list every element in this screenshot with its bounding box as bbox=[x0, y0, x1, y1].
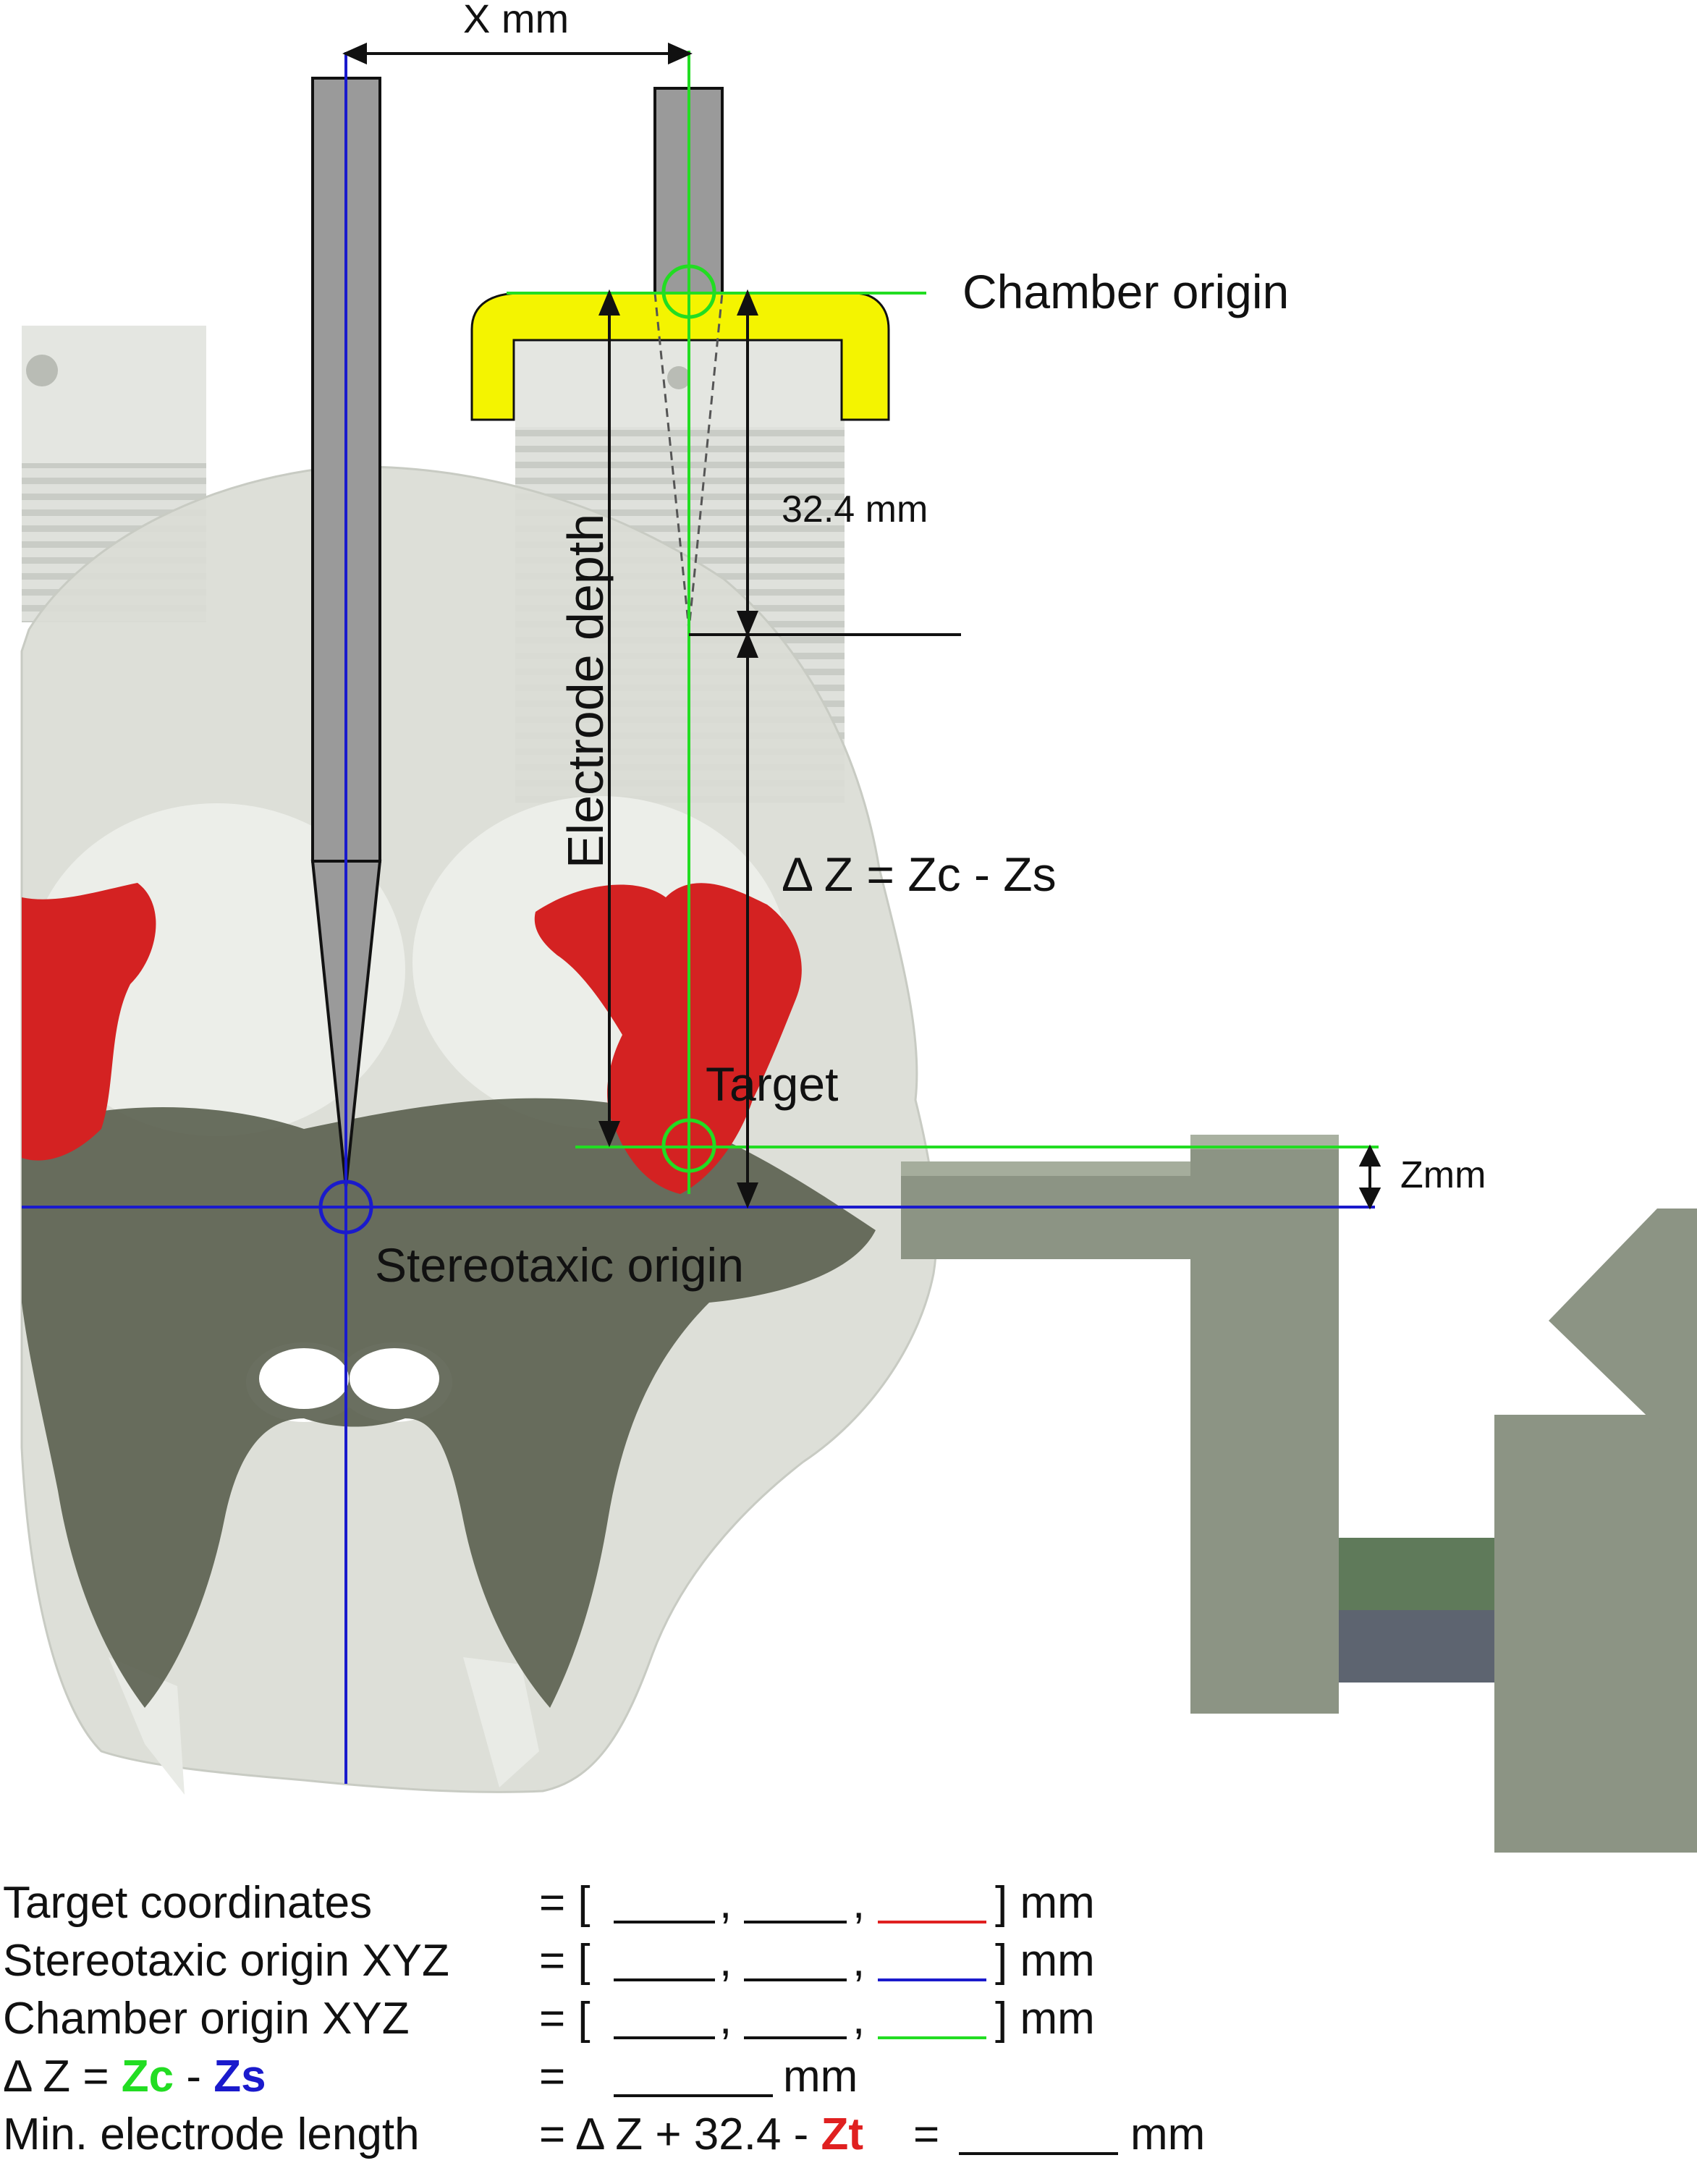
comma: , bbox=[719, 1878, 732, 1928]
z-blank[interactable] bbox=[878, 1921, 986, 1923]
equals-sign: = bbox=[539, 2052, 566, 2102]
row-prefix: = [ bbox=[539, 1878, 591, 1928]
x-blank[interactable] bbox=[614, 2036, 715, 2039]
row-suffix: ] mm bbox=[995, 1878, 1095, 1928]
zt-term: Zt bbox=[821, 2109, 864, 2159]
stereotaxic-diagram: X mm Chamber origin 32.4 mm Electrode de… bbox=[20, 0, 1697, 1853]
stereotaxic-origin-marker bbox=[318, 1180, 373, 1235]
zs-term: Zs bbox=[213, 2052, 266, 2102]
coordinate-worksheet: Target coordinates = [ , , ] mm Stereota… bbox=[0, 1874, 1697, 2184]
row-prefix: = [ bbox=[539, 1936, 591, 1986]
skull bbox=[20, 465, 938, 1795]
row-prefix: = [ bbox=[539, 1994, 591, 2044]
comma: , bbox=[852, 1994, 866, 2044]
delta-z-label: Δ Z = Zc - Zs bbox=[782, 847, 1057, 901]
unit: mm bbox=[783, 2052, 858, 2102]
delta-prefix: Δ Z = bbox=[3, 2052, 122, 2102]
z-blank[interactable] bbox=[878, 2036, 986, 2039]
delta-z-formula: Δ Z = Zc - Zs bbox=[3, 2048, 266, 2106]
z-blank[interactable] bbox=[878, 1978, 986, 1981]
y-blank[interactable] bbox=[744, 1978, 847, 1981]
stereotaxic-origin-label: Stereotaxic origin bbox=[375, 1238, 744, 1292]
offset-32-label: 32.4 mm bbox=[782, 488, 928, 530]
target-label: Target bbox=[706, 1057, 839, 1111]
dimension-arrows bbox=[342, 42, 1381, 1210]
x-blank[interactable] bbox=[614, 1921, 715, 1923]
unit: mm bbox=[1130, 2109, 1206, 2159]
length-blank[interactable] bbox=[959, 2152, 1118, 2155]
x-blank[interactable] bbox=[614, 1978, 715, 1981]
comma: , bbox=[719, 1936, 732, 1986]
row-label: Min. electrode length bbox=[3, 2109, 420, 2159]
chamber-cap bbox=[470, 292, 890, 421]
row-label: Chamber origin XYZ bbox=[3, 1994, 410, 2044]
minus-sign: - bbox=[174, 2052, 214, 2102]
delta-z-blank[interactable] bbox=[614, 2094, 773, 2097]
electrode-depth-label: Electrode depth bbox=[557, 513, 614, 869]
x-distance-label: X mm bbox=[463, 0, 570, 41]
length-formula: = Δ Z + 32.4 - Zt bbox=[539, 2106, 863, 2164]
comma: , bbox=[852, 1878, 866, 1928]
row-label: Target coordinates bbox=[3, 1878, 373, 1928]
row-label: Stereotaxic origin XYZ bbox=[3, 1936, 449, 1986]
zmm-label: Zmm bbox=[1400, 1154, 1486, 1196]
chamber-origin-marker bbox=[661, 264, 716, 319]
row-suffix: ] mm bbox=[995, 1936, 1095, 1986]
zc-term: Zc bbox=[121, 2052, 174, 2102]
comma: , bbox=[719, 1994, 732, 2044]
comma: , bbox=[852, 1936, 866, 1986]
y-blank[interactable] bbox=[744, 1921, 847, 1923]
y-blank[interactable] bbox=[744, 2036, 847, 2039]
target-region bbox=[22, 883, 802, 1194]
equals-sign: = bbox=[913, 2109, 940, 2159]
target-marker bbox=[661, 1118, 716, 1173]
formula-prefix: = Δ Z + 32.4 - bbox=[539, 2109, 821, 2159]
row-suffix: ] mm bbox=[995, 1994, 1095, 2044]
chamber-origin-label: Chamber origin bbox=[962, 265, 1290, 318]
stereotax-frame bbox=[901, 1135, 1697, 1853]
